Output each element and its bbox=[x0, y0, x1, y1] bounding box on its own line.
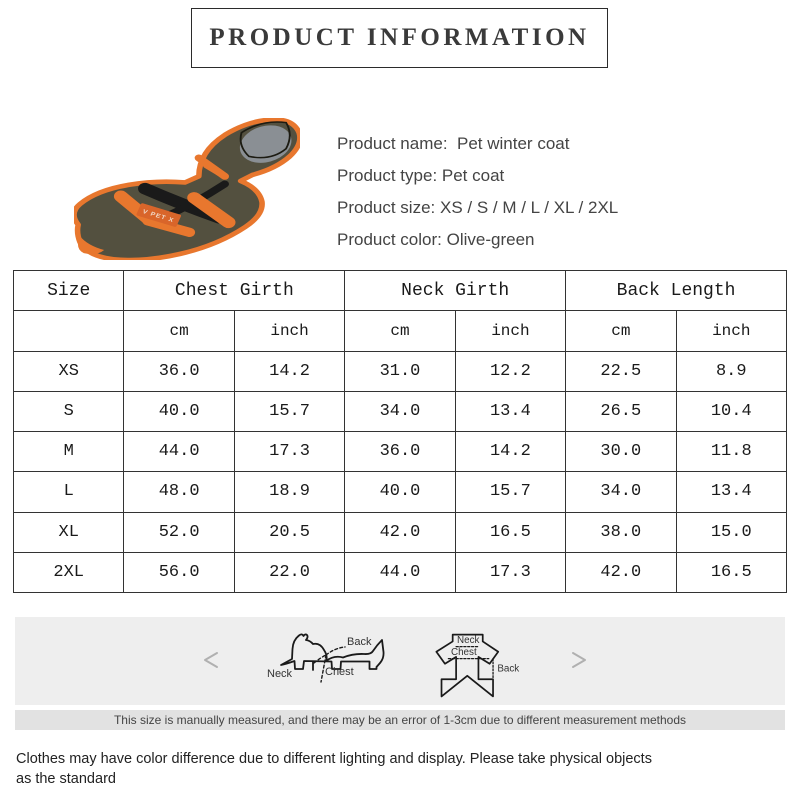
svg-text:Neck: Neck bbox=[457, 635, 480, 646]
svg-text:Chest: Chest bbox=[325, 666, 354, 678]
svg-text:Chest: Chest bbox=[451, 647, 477, 658]
svg-text:Neck: Neck bbox=[267, 668, 293, 680]
svg-text:Back: Back bbox=[497, 664, 519, 675]
svg-text:Back: Back bbox=[347, 636, 372, 648]
